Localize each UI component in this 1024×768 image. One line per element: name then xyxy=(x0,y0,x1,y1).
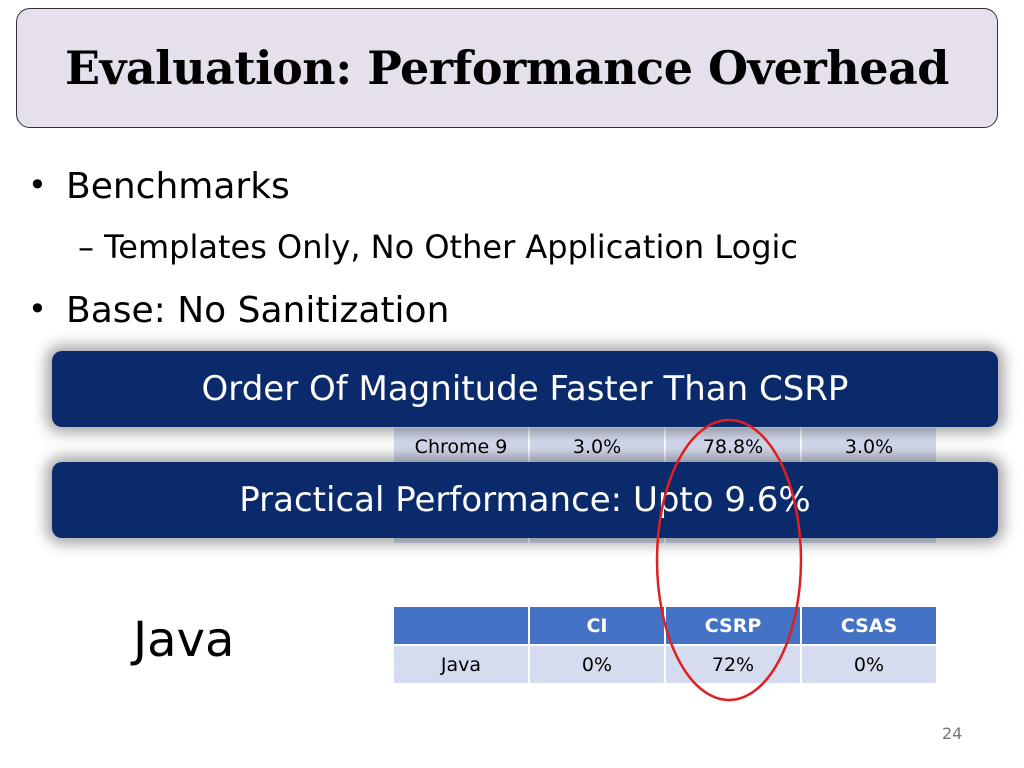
page-number: 24 xyxy=(942,724,963,743)
table-cell: 78.8% xyxy=(666,428,800,465)
table-header: CSRP xyxy=(666,607,800,644)
table-header: CI xyxy=(530,607,664,644)
callout-order-of-magnitude: Order Of Magnitude Faster Than CSRP xyxy=(52,351,998,427)
bullet-text: Base: No Sanitization xyxy=(66,290,450,331)
table-cell: 72% xyxy=(666,646,800,683)
bullet-text: Benchmarks xyxy=(66,166,290,207)
table-row: Java 0% 72% 0% xyxy=(394,646,936,683)
sub-bullet-templates: – Templates Only, No Other Application L… xyxy=(78,228,798,266)
bullet-base: • Base: No Sanitization xyxy=(28,290,450,331)
table-cell: 3.0% xyxy=(802,428,936,465)
table-cell: 0% xyxy=(530,646,664,683)
title-box: Evaluation: Performance Overhead xyxy=(16,8,998,128)
bullet-dot: • xyxy=(28,166,47,204)
table-cell: Java xyxy=(394,646,528,683)
table-cell: 0% xyxy=(802,646,936,683)
callout-practical-performance: Practical Performance: Upto 9.6% xyxy=(52,462,998,538)
table-row: Chrome 9 3.0% 78.8% 3.0% xyxy=(394,428,936,465)
java-table: CI CSRP CSAS Java 0% 72% 0% xyxy=(392,605,938,685)
table-header: CSAS xyxy=(802,607,936,644)
java-label: Java xyxy=(133,612,235,668)
bullet-benchmarks: • Benchmarks xyxy=(28,166,290,207)
table-header-row: CI CSRP CSAS xyxy=(394,607,936,644)
slide-title: Evaluation: Performance Overhead xyxy=(65,41,949,95)
table-header xyxy=(394,607,528,644)
bullet-dot: • xyxy=(28,290,47,328)
table-cell: Chrome 9 xyxy=(394,428,528,465)
table-cell: 3.0% xyxy=(530,428,664,465)
